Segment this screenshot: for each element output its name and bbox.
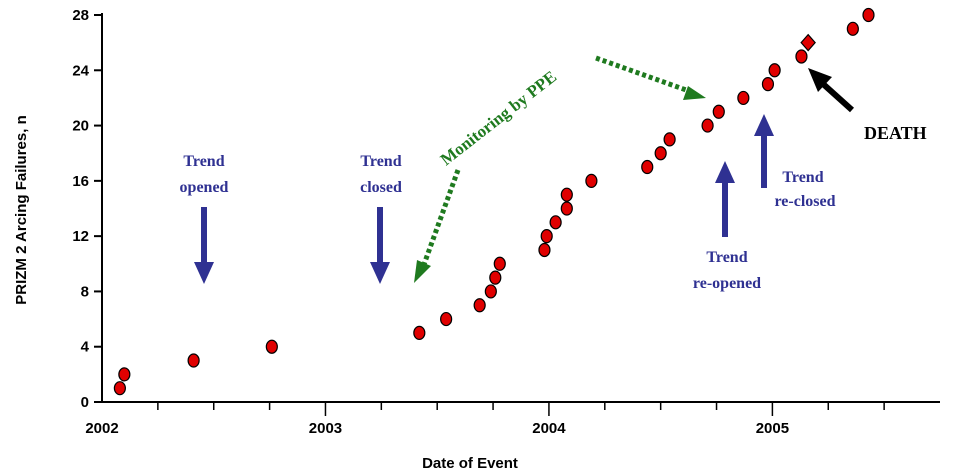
y-axis-ticks: 0 4 8 12 16 20 24 28 (72, 7, 102, 411)
x-tick-label: 2003 (309, 420, 342, 437)
trend-opened-label-line1: Trend (183, 153, 224, 170)
data-point (712, 104, 725, 119)
data-point (493, 256, 506, 271)
data-point (484, 284, 497, 299)
trend-reclosed-label-line1: Trend (782, 169, 823, 186)
data-point (473, 298, 486, 313)
death-arrow-icon (808, 68, 855, 113)
data-point (846, 21, 859, 36)
data-point (737, 90, 750, 106)
data-point (538, 242, 551, 258)
y-tick-label: 16 (72, 173, 89, 190)
data-point (663, 132, 676, 147)
data-point (701, 118, 714, 133)
data-point (641, 159, 654, 175)
data-point (265, 339, 278, 354)
data-point (560, 201, 573, 216)
trend-reclosed-up-arrow-icon (754, 114, 774, 188)
x-axis-ticks: 2002 2003 2004 2005 (85, 402, 885, 437)
trend-opened-down-arrow-icon (194, 207, 214, 284)
data-points (113, 7, 875, 396)
data-point (862, 7, 875, 23)
data-point (118, 367, 131, 382)
x-tick-label: 2005 (756, 420, 789, 437)
data-point (549, 215, 562, 230)
data-point (768, 63, 781, 78)
death-label: DEATH (864, 123, 927, 143)
y-tick-label: 24 (72, 62, 89, 79)
data-point (440, 311, 453, 327)
data-point (560, 187, 573, 202)
trend-reopened-label-line1: Trend (706, 249, 747, 266)
trend-reclosed-label-line2: re-closed (774, 193, 835, 210)
data-point (585, 173, 598, 188)
monitoring-dotted-arrow-icon (414, 55, 706, 283)
y-tick-label: 8 (81, 283, 89, 300)
data-point (489, 270, 502, 285)
annotation-death: DEATH (808, 68, 927, 143)
axes (101, 13, 940, 403)
data-point (187, 353, 200, 368)
x-tick-label: 2004 (532, 420, 566, 437)
x-axis-title: Date of Event (422, 455, 518, 472)
trend-reopened-label-line2: re-opened (693, 275, 761, 292)
data-point (761, 77, 775, 92)
y-tick-label: 12 (72, 228, 89, 245)
data-point-diamond (800, 33, 816, 52)
trend-reopened-up-arrow-icon (715, 161, 735, 237)
y-tick-label: 28 (72, 7, 89, 24)
y-axis-title: PRIZM 2 Arcing Failures, n (13, 115, 30, 304)
annotation-trend-opened: Trend opened (180, 153, 229, 284)
trend-closed-label-line1: Trend (360, 153, 401, 170)
y-tick-label: 4 (81, 339, 90, 356)
data-point (795, 49, 808, 64)
data-point (654, 146, 667, 161)
trend-closed-label-line2: closed (360, 179, 402, 196)
x-tick-label: 2002 (85, 420, 118, 437)
data-point (540, 229, 553, 244)
y-tick-label: 0 (81, 394, 89, 411)
trend-opened-label-line2: opened (180, 179, 229, 196)
annotation-trend-reclosed: Trend re-closed (754, 114, 836, 210)
data-point (113, 381, 126, 396)
y-tick-label: 20 (72, 118, 89, 135)
annotation-monitoring: Monitoring by PPE (414, 55, 706, 283)
trend-closed-down-arrow-icon (370, 207, 390, 284)
annotation-trend-reopened: Trend re-opened (693, 161, 761, 292)
monitoring-label: Monitoring by PPE (437, 67, 560, 169)
data-point (413, 325, 426, 340)
annotation-trend-closed: Trend closed (360, 153, 402, 284)
